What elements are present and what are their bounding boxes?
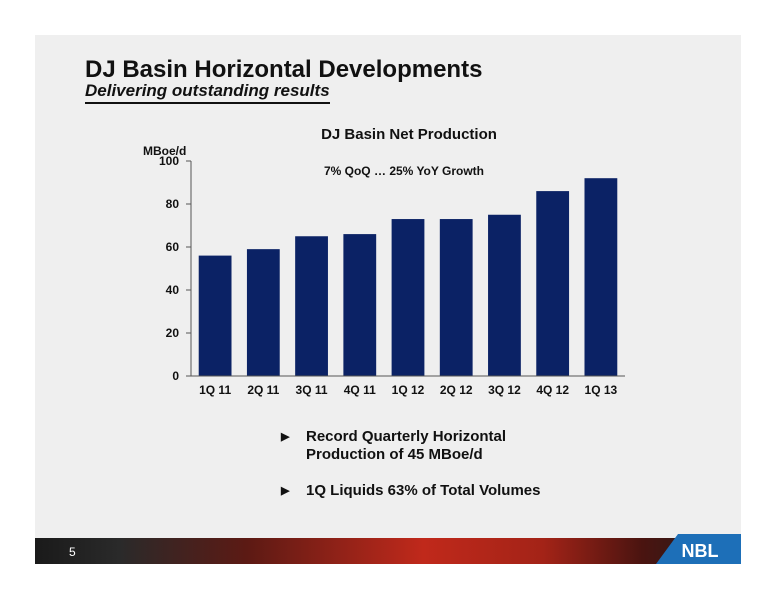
triangle-bullet-icon: ▶ [281, 485, 290, 497]
x-tick-label: 2Q 12 [440, 383, 473, 397]
nbl-logo: NBL [656, 534, 741, 564]
y-tick-label: 0 [172, 369, 179, 383]
bar-2q-12 [439, 219, 473, 376]
bar-1q-13 [584, 178, 618, 376]
chart-annotation: 7% QoQ … 25% YoY Growth [324, 164, 484, 178]
logo-text: NBL [682, 541, 719, 561]
x-tick-label: 3Q 11 [296, 383, 328, 397]
page-number: 5 [69, 545, 76, 559]
y-tick-label: 100 [159, 154, 179, 168]
y-axis-label: MBoe/d [143, 144, 186, 158]
bullet-list: ▶ Record Quarterly Horizontal Production… [281, 428, 566, 518]
x-tick-label: 3Q 12 [488, 383, 521, 397]
bar-3q-12 [488, 214, 521, 376]
slide-subtitle: Delivering outstanding results [85, 81, 330, 104]
y-tick-label: 60 [166, 240, 180, 254]
bullet-item: ▶ 1Q Liquids 63% of Total Volumes [281, 482, 566, 500]
y-tick-label: 80 [166, 197, 180, 211]
triangle-bullet-icon: ▶ [281, 431, 290, 443]
y-tick-label: 20 [166, 326, 180, 340]
bar-1q-12 [391, 219, 425, 376]
bar-3q-11 [295, 236, 328, 376]
bullet-text: 1Q Liquids 63% of Total Volumes [306, 482, 541, 499]
x-tick-label: 2Q 11 [247, 383, 279, 397]
chart-title: DJ Basin Net Production [321, 126, 497, 143]
x-tick-label: 1Q 12 [392, 383, 425, 397]
bar-2q-11 [246, 249, 280, 376]
footer-band [35, 538, 741, 564]
bullet-text: Record Quarterly Horizontal Production o… [306, 428, 507, 463]
bar-1q-11 [198, 255, 232, 376]
x-tick-label: 4Q 11 [344, 383, 376, 397]
slide-title: DJ Basin Horizontal Developments [85, 56, 483, 83]
slide-background: DJ Basin Horizontal Developments Deliver… [35, 35, 741, 564]
bar-4q-11 [343, 234, 377, 376]
x-tick-label: 1Q 11 [199, 383, 231, 397]
bar-4q-12 [536, 191, 570, 376]
x-tick-label: 4Q 12 [536, 383, 569, 397]
y-tick-label: 40 [166, 283, 180, 297]
x-tick-label: 1Q 13 [585, 383, 618, 397]
bullet-item: ▶ Record Quarterly Horizontal Production… [281, 428, 566, 464]
bar-chart: DJ Basin Net Production 7% QoQ … 25% YoY… [143, 126, 625, 397]
